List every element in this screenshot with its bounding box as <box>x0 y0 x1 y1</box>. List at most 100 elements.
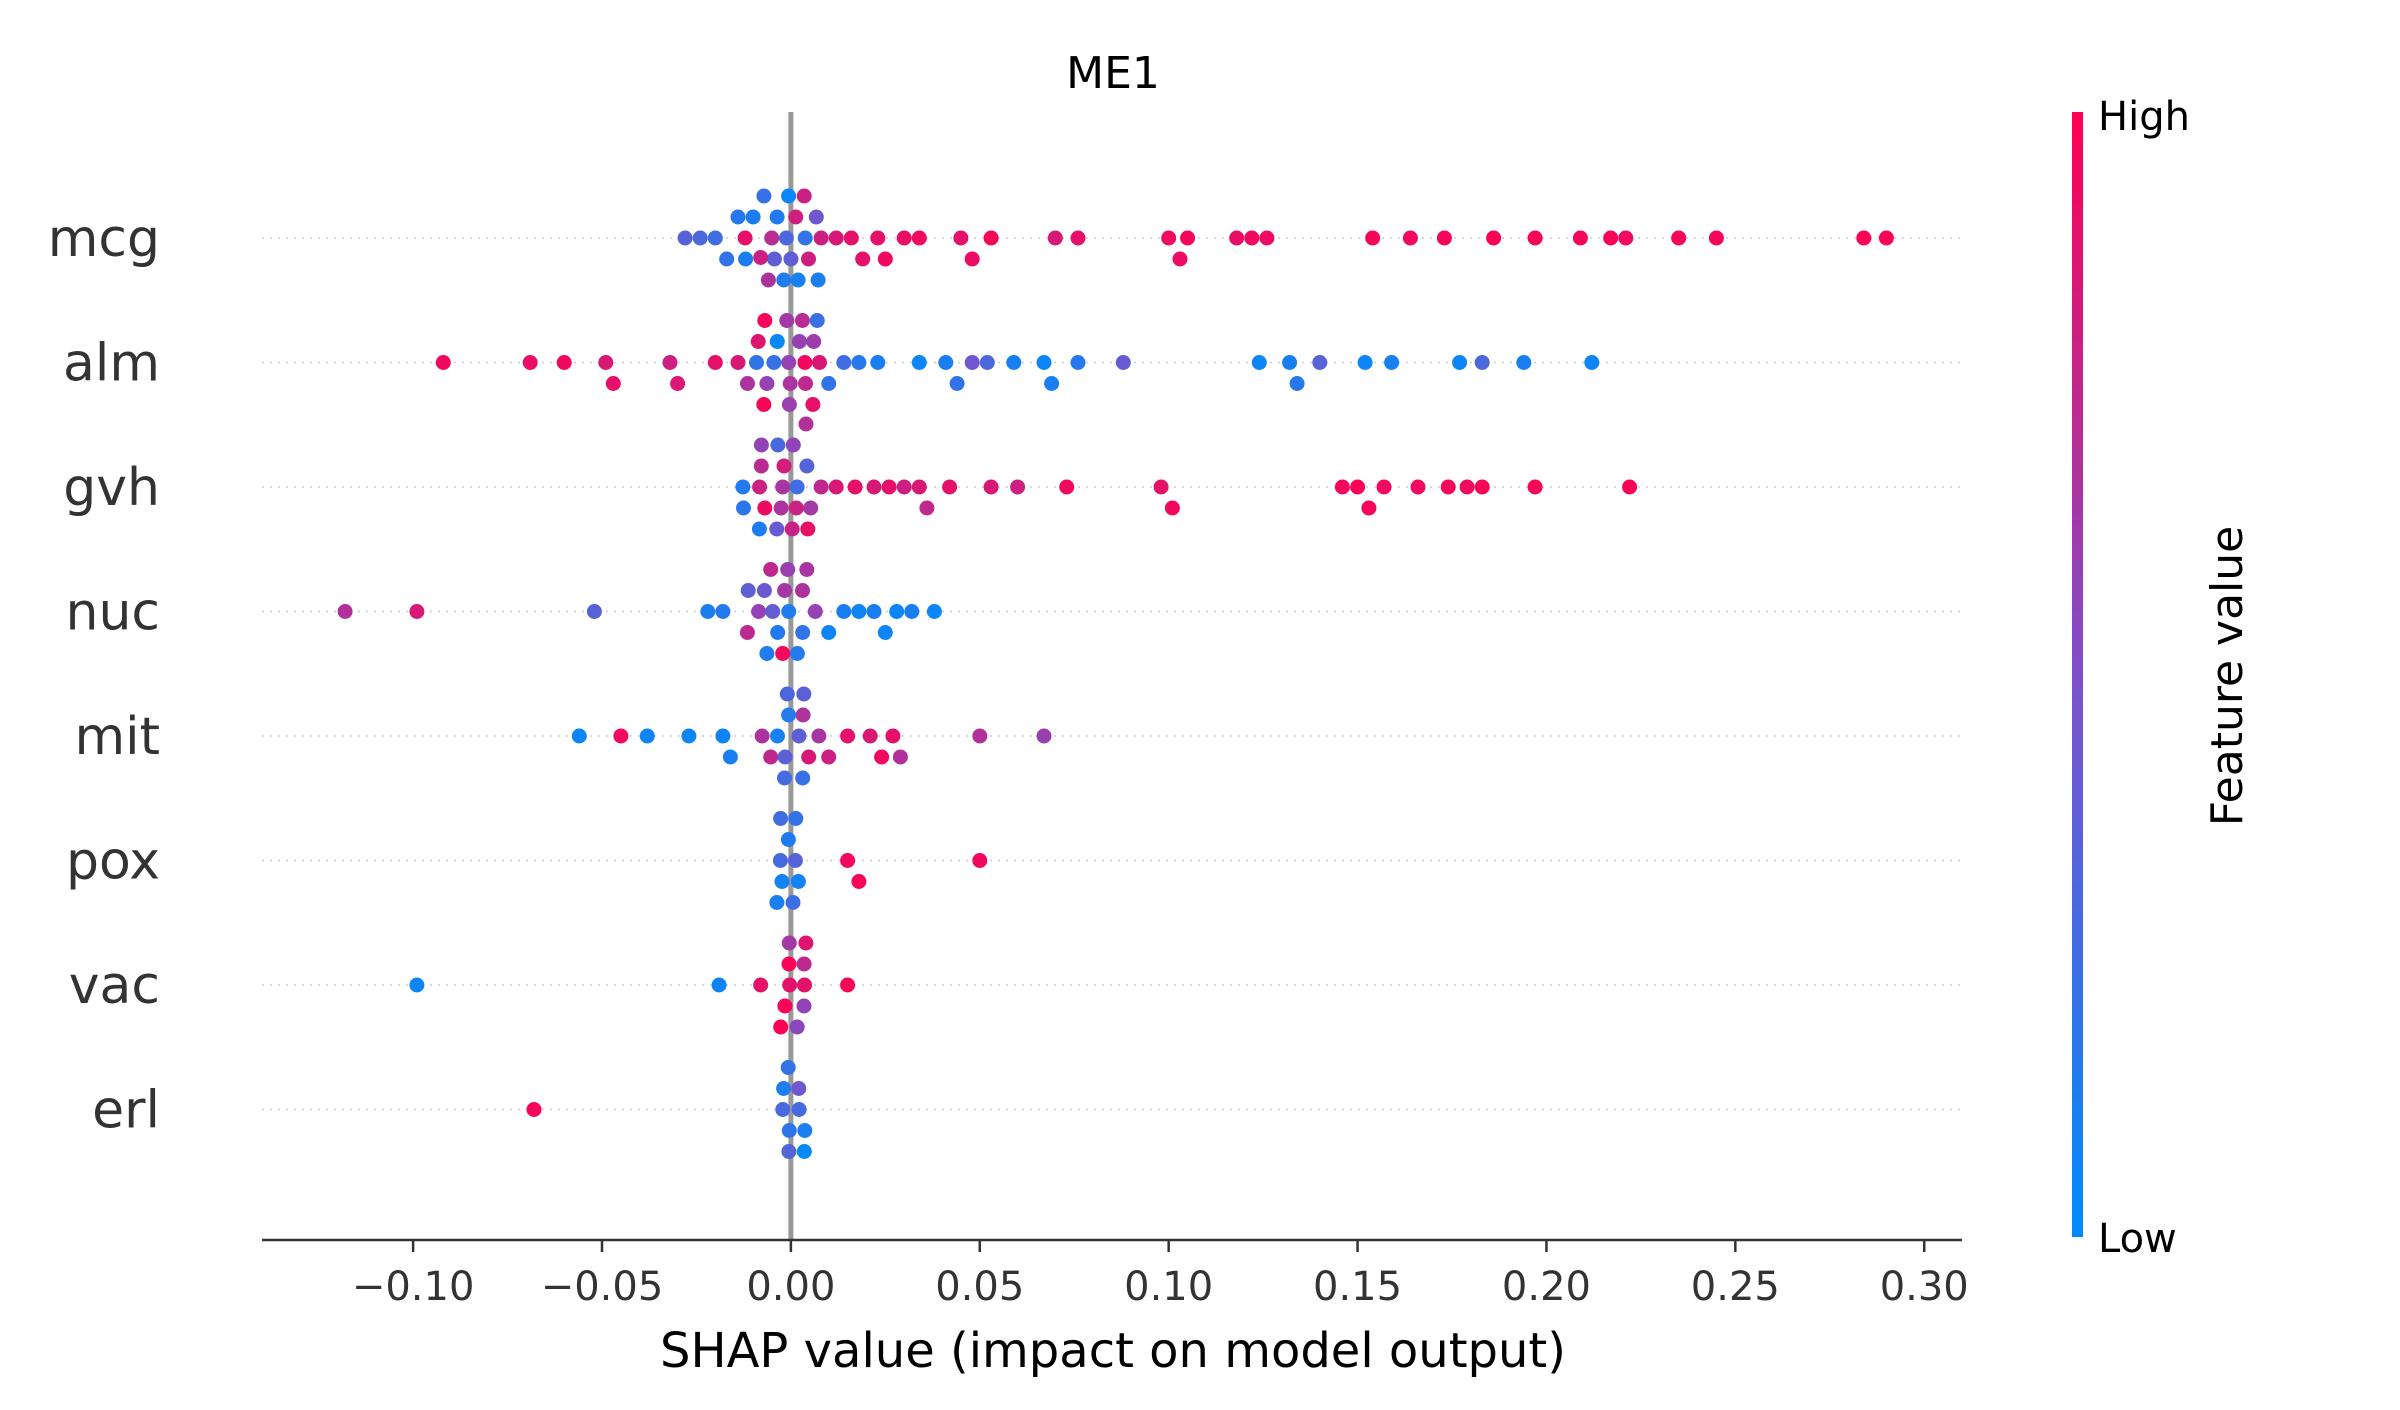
shap-dot-nuc <box>926 604 942 619</box>
feature-labels: mcg alm gvh nuc mit pox vac erl <box>48 209 160 1141</box>
shap-dot-alm <box>1357 355 1373 370</box>
shap-dot-mcg <box>719 251 735 267</box>
shap-dot-gvh <box>1376 479 1392 495</box>
shap-dot-gvh <box>736 500 751 516</box>
shap-dot-gvh <box>1361 500 1377 516</box>
shap-dot-alm <box>806 334 822 349</box>
shap-dot-alm <box>1251 355 1267 370</box>
shap-dot-gvh <box>753 437 769 453</box>
shap-dot-mit <box>722 749 738 765</box>
colorbar-title: Feature value <box>2202 526 2253 826</box>
colorbar <box>2072 112 2083 1237</box>
shap-dot-gvh <box>769 521 785 537</box>
shap-dot-mcg <box>778 230 794 246</box>
shap-dot-erl <box>791 1102 807 1117</box>
shap-dot-alm <box>791 334 807 349</box>
x-tick-label: 0.05 <box>935 1264 1024 1310</box>
shap-dot-mcg <box>692 230 708 246</box>
shap-dot-gvh <box>751 521 767 537</box>
shap-dot-nuc <box>904 604 920 619</box>
shap-dot-mit <box>571 728 587 744</box>
shap-dot-mcg <box>796 188 812 204</box>
shap-dot-gvh <box>735 479 751 495</box>
shap-dot-nuc <box>877 625 893 640</box>
shap-dot-gvh <box>803 500 819 516</box>
shap-dot-mit <box>972 728 988 744</box>
shap-dot-mcg <box>896 230 912 246</box>
shap-dot-alm <box>1282 355 1298 370</box>
feature-label-vac: vac <box>69 956 160 1016</box>
shap-dot-gvh <box>785 437 801 453</box>
feature-gridlines <box>262 237 1962 1111</box>
shap-dot-gvh <box>1440 479 1456 495</box>
shap-dot-vac <box>777 998 793 1014</box>
shap-dot-gvh <box>752 479 768 495</box>
shap-dot-mcg <box>808 209 824 225</box>
shap-dot-nuc <box>799 562 815 577</box>
shap-dot-alm <box>1452 355 1468 370</box>
shap-dot-mcg <box>1047 230 1063 246</box>
shap-dot-mit <box>795 770 811 786</box>
shap-dot-mcg <box>1259 230 1275 246</box>
shap-dot-vac <box>753 977 769 993</box>
shap-dot-gvh <box>789 479 805 495</box>
shap-dot-mcg <box>797 230 813 246</box>
shap-dot-nuc <box>770 625 786 640</box>
shap-dot-vac <box>798 935 814 951</box>
shap-dot-nuc <box>795 583 810 598</box>
shap-dot-alm <box>812 355 827 370</box>
shap-dot-gvh <box>1474 479 1490 495</box>
shap-dot-mit <box>715 728 731 744</box>
shap-dot-mcg <box>1618 230 1634 246</box>
shap-dot-erl <box>781 1144 797 1159</box>
shap-dot-gvh <box>919 500 935 516</box>
shap-dot-gvh <box>847 479 863 495</box>
shap-dot-mcg <box>707 230 723 246</box>
shap-dot-mcg <box>1229 230 1245 246</box>
shap-dot-pox <box>769 895 785 910</box>
shap-dot-mit <box>791 728 807 744</box>
shap-dot-alm <box>781 397 797 412</box>
shap-dot-erl <box>796 1144 812 1159</box>
shap-dot-nuc <box>780 562 796 577</box>
shap-dot-alm <box>911 355 927 370</box>
shap-dot-vac <box>773 1019 789 1035</box>
shap-dot-nuc <box>836 604 852 619</box>
shap-dot-erl <box>780 1060 796 1075</box>
shap-dot-mcg <box>1603 230 1619 246</box>
shap-dot-nuc <box>763 562 779 577</box>
shap-dot-pox <box>772 853 788 868</box>
shap-dot-gvh <box>757 500 773 516</box>
chart-title: ME1 <box>1066 48 1160 99</box>
shap-dot-alm <box>781 355 797 370</box>
shap-dots <box>337 188 1894 1159</box>
shap-dot-alm <box>1036 355 1052 370</box>
shap-dot-mcg <box>677 230 693 246</box>
shap-dot-alm <box>598 355 614 370</box>
shap-dot-alm <box>964 355 980 370</box>
shap-dot-vac <box>796 998 812 1014</box>
shap-dot-alm <box>605 376 621 391</box>
shap-dot-alm <box>1044 376 1060 391</box>
shap-dot-mcg <box>877 251 893 267</box>
shap-dot-pox <box>773 811 789 826</box>
shap-dot-mcg <box>1244 230 1260 246</box>
shap-dot-gvh <box>1410 479 1426 495</box>
shap-dot-alm <box>707 355 723 370</box>
shap-dot-alm <box>730 355 746 370</box>
shap-dot-pox <box>774 874 790 889</box>
shap-dot-nuc <box>821 625 837 640</box>
shap-dot-gvh <box>813 479 829 495</box>
shap-dot-mcg <box>1402 230 1418 246</box>
shap-dot-gvh <box>881 479 897 495</box>
shap-dot-nuc <box>337 604 353 619</box>
shap-dot-alm <box>522 355 538 370</box>
shap-dot-gvh <box>1153 479 1169 495</box>
shap-dot-alm <box>1312 355 1328 370</box>
shap-dot-mcg <box>983 230 999 246</box>
colorbar-low-label: Low <box>2098 1216 2177 1262</box>
shap-dot-alm <box>670 376 686 391</box>
shap-dot-vac <box>781 935 797 951</box>
x-axis-title: SHAP value (impact on model output) <box>660 1323 1566 1379</box>
